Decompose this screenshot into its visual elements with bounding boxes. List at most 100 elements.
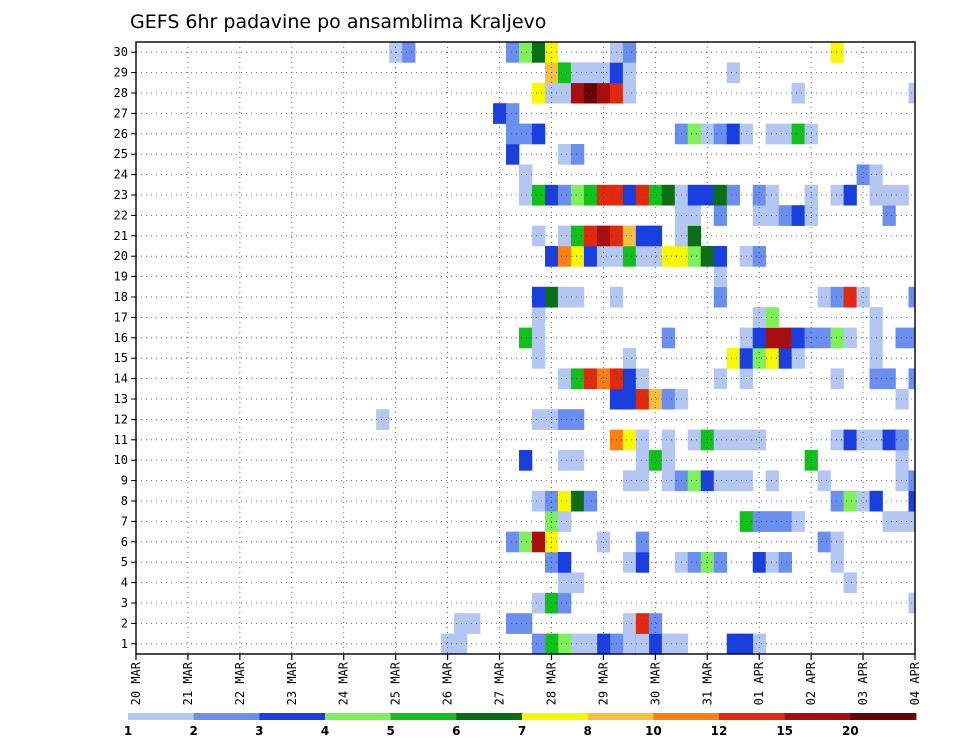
- precip-cell-m11-s41: [661, 429, 676, 451]
- precip-cell-m6-s39: [635, 531, 650, 553]
- precip-cell-m7-s49: [765, 511, 779, 532]
- precip-cell-m29-s46: [726, 62, 741, 84]
- precip-cell-m8-s54: [830, 490, 844, 512]
- precip-cell-m8-s33: [557, 490, 572, 512]
- precip-cell-m14-s45: [713, 368, 728, 390]
- precip-cell-m13-s40: [648, 388, 663, 410]
- precip-cell-m23-s33: [557, 184, 572, 206]
- precip-cell-m9-s38: [622, 470, 637, 492]
- precip-cell-m20-s48: [752, 246, 766, 267]
- precip-cell-m1-s31: [531, 633, 546, 655]
- y-tick-label: 29: [114, 66, 128, 80]
- precip-cell-m8-s35: [583, 490, 598, 512]
- precip-cell-m25-s34: [570, 144, 585, 165]
- precip-cell-m10-s41: [661, 450, 676, 471]
- precip-cell-m14-s35: [583, 368, 598, 390]
- precip-cell-m21-s34: [570, 225, 585, 247]
- x-tick-label: 04 APR: [908, 661, 922, 705]
- y-tick-label: 16: [114, 331, 128, 345]
- legend-level-label: 7: [518, 724, 526, 738]
- precip-cell-m11-s58: [882, 429, 896, 451]
- precip-cell-m3-s31: [531, 592, 546, 614]
- precip-cell-m22-s48: [752, 205, 766, 226]
- x-tick-label: 28 MAR: [544, 661, 558, 705]
- precip-cell-m27-s28: [493, 103, 507, 124]
- precip-cell-m13-s38: [622, 388, 637, 410]
- precip-cell-m7-s33: [557, 511, 572, 532]
- precip-cell-m1-s35: [583, 633, 598, 655]
- y-tick-label: 24: [114, 168, 128, 182]
- precip-cell-m1-s48: [752, 633, 766, 655]
- legend-level-label: 8: [583, 724, 591, 738]
- precip-cell-m21-s39: [635, 225, 650, 247]
- x-tick-label: 26 MAR: [441, 661, 455, 705]
- precip-cell-m30-s30: [519, 42, 533, 63]
- x-tick-label: 20 MAR: [129, 661, 143, 705]
- precip-cell-m20-s38: [622, 246, 637, 267]
- precip-cell-m2-s25: [454, 613, 468, 634]
- y-tick-label: 9: [121, 474, 128, 488]
- precip-cell-m26-s50: [778, 123, 792, 145]
- color-legend: 1 2 3 4 5 6 7 8 10 12 15 20: [124, 713, 917, 738]
- precip-cell-m23-s31: [531, 184, 546, 206]
- precip-cell-m15-s51: [791, 348, 805, 369]
- legend-level-label: 3: [255, 724, 263, 738]
- legend-swatch: [259, 713, 326, 720]
- precip-cell-m22-s45: [713, 205, 728, 226]
- precip-cell-m24-s56: [856, 164, 870, 186]
- legend-level-label: 12: [711, 724, 728, 738]
- y-tick-label: 22: [114, 208, 128, 222]
- precip-cell-m6-s29: [506, 531, 520, 553]
- y-tick-label: 11: [114, 433, 128, 447]
- precip-cell-m24-s30: [519, 164, 533, 186]
- y-tick-label: 26: [114, 127, 128, 141]
- precip-cell-m6-s30: [519, 531, 533, 553]
- precip-cell-m26-s30: [519, 123, 533, 145]
- legend-level-label: 4: [321, 724, 329, 738]
- y-tick-label: 12: [114, 412, 128, 426]
- precip-cell-m6-s31: [531, 531, 546, 553]
- precip-cell-m1-s24: [441, 633, 455, 655]
- y-tick-label: 1: [121, 637, 128, 651]
- y-tick-label: 15: [114, 351, 128, 365]
- precip-cell-m21-s31: [531, 225, 546, 247]
- precip-cell-m11-s46: [726, 429, 741, 451]
- precip-cell-m16-s55: [843, 327, 857, 349]
- precip-cell-m2-s29: [506, 613, 520, 634]
- precip-cell-m23-s59: [895, 184, 909, 206]
- precip-cell-m15-s31: [531, 348, 546, 369]
- precip-cell-m26-s44: [700, 123, 715, 145]
- precip-cell-m20-s41: [661, 246, 676, 267]
- precip-cell-m23-s39: [635, 184, 650, 206]
- legend-swatch: [784, 713, 851, 720]
- precip-cell-m9-s43: [687, 470, 702, 492]
- y-tick-label: 8: [121, 494, 128, 508]
- precip-cell-m20-s33: [557, 246, 572, 267]
- precip-cell-m23-s58: [882, 184, 896, 206]
- legend-swatch: [850, 713, 917, 720]
- precip-cell-m2-s26: [467, 613, 481, 634]
- y-tick-label: 4: [121, 576, 128, 590]
- y-tick-label: 20: [114, 249, 128, 263]
- chart-title: GEFS 6hr padavine po ansamblima Kraljevo: [130, 11, 546, 33]
- precip-cell-m6-s36: [596, 531, 611, 553]
- precip-cell-m11-s54: [830, 429, 844, 451]
- precip-cell-m9-s44: [700, 470, 715, 492]
- precip-cell-m9-s49: [765, 470, 779, 492]
- precip-cell-m16-s59: [895, 327, 909, 349]
- precip-cell-m7-s51: [791, 511, 805, 532]
- legend-swatch: [653, 713, 720, 720]
- precip-cell-m1-s33: [557, 633, 572, 655]
- x-tick-label: 27 MAR: [493, 661, 507, 705]
- precip-cell-m10-s34: [570, 450, 585, 471]
- precip-cell-m29-s38: [622, 62, 637, 84]
- precip-cell-m18-s55: [843, 286, 857, 308]
- grid-lines: [136, 42, 915, 654]
- precip-cell-m26-s51: [791, 123, 805, 145]
- precip-cell-m26-s46: [726, 123, 741, 145]
- precip-cell-m11-s39: [635, 429, 650, 451]
- x-tick-label: 22 MAR: [233, 661, 247, 705]
- precip-cell-m1-s41: [661, 633, 676, 655]
- precip-cell-m5-s38: [622, 552, 637, 573]
- x-tick-label: 25 MAR: [389, 661, 403, 705]
